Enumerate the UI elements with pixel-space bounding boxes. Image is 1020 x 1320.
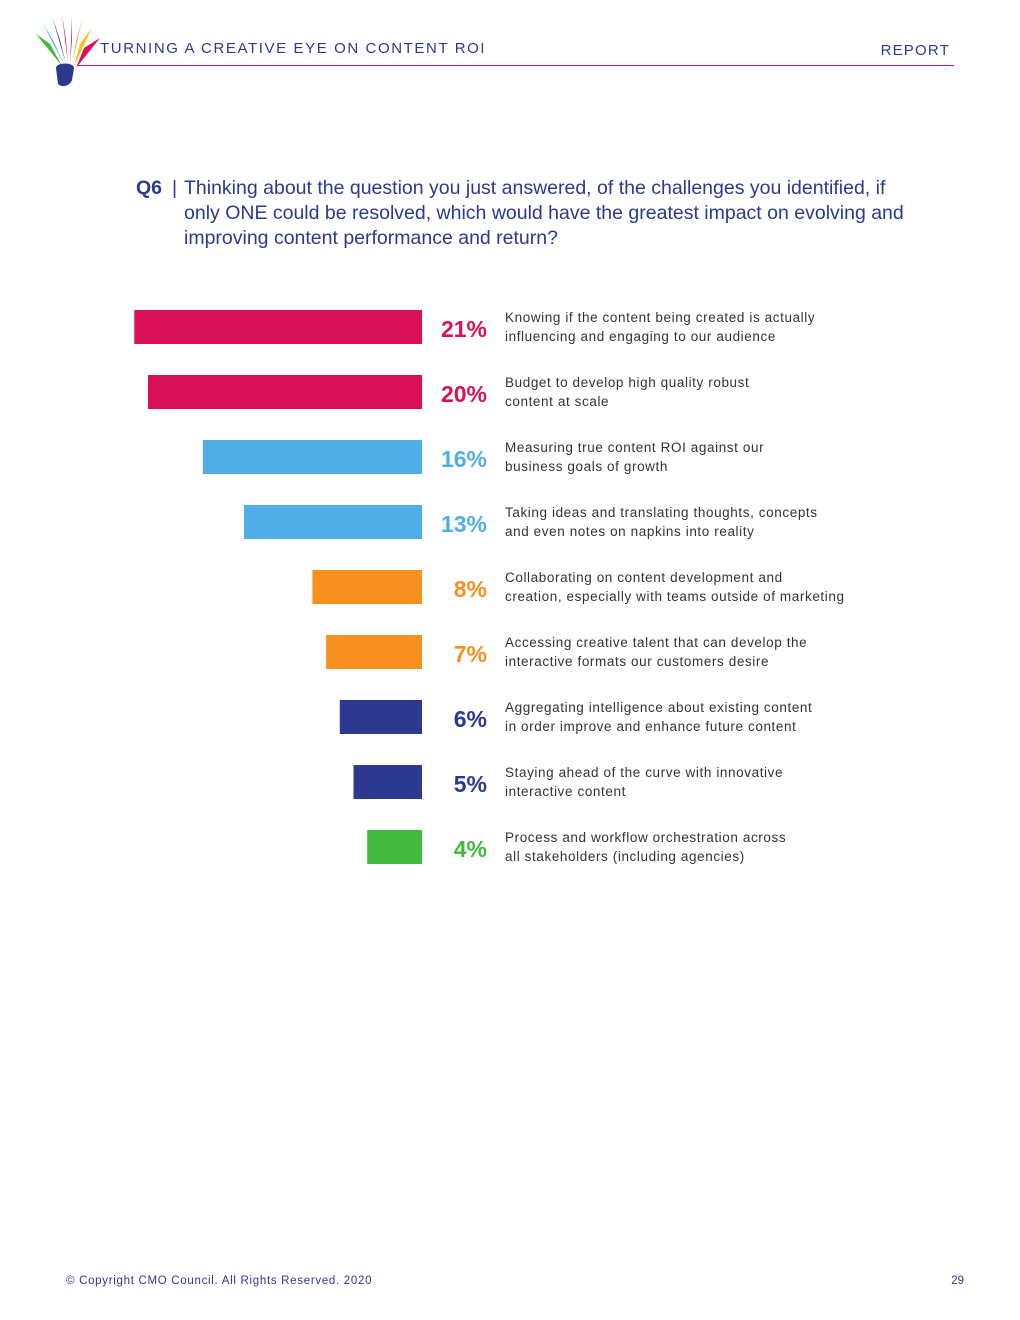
bar-category-label-3: Taking ideas and translating thoughts, c…	[505, 504, 905, 541]
bar-category-label-4: Collaborating on content development and…	[505, 569, 905, 606]
bar-category-line: Process and workflow orchestration acros…	[505, 830, 787, 845]
bar-value-label-3: 13%	[441, 511, 487, 537]
bar-8	[367, 830, 422, 864]
bar-category-line: in order improve and enhance future cont…	[505, 718, 797, 734]
bar-5	[326, 635, 422, 669]
bar-category-line: interactive content	[505, 783, 626, 799]
header-divider	[78, 65, 954, 66]
bar-value-label-0: 21%	[441, 316, 487, 342]
bar-category-line: Measuring true content ROI against our	[505, 440, 765, 455]
bar-chart: 21% 20% 16% 13% 8% 7% 6% 5% 4%	[134, 310, 487, 864]
page-number: 29	[951, 1275, 964, 1287]
bar-category-line: Taking ideas and translating thoughts, c…	[505, 505, 818, 520]
bar-category-line: Knowing if the content being created is …	[505, 310, 816, 325]
bar-category-label-1: Budget to develop high quality robust con…	[505, 374, 905, 411]
bar-category-line: Accessing creative talent that can devel…	[505, 635, 808, 650]
bar-category-line: Collaborating on content development and	[505, 570, 783, 585]
bar-category-line: interactive formats our customers desire	[505, 653, 770, 669]
bar-category-line: business goals of growth	[505, 458, 668, 474]
bar-6	[339, 700, 422, 734]
bar-category-line: Budget to develop high quality robust	[505, 375, 750, 390]
bar-category-label-2: Measuring true content ROI against our bu…	[505, 439, 905, 476]
bar-category-line: all stakeholders (including agencies)	[505, 848, 745, 864]
bar-3	[243, 505, 422, 539]
bar-value-label-7: 5%	[454, 771, 487, 797]
header-title: TURNING A CREATIVE EYE ON CONTENT ROI	[100, 40, 487, 57]
bar-value-label-2: 16%	[441, 446, 487, 472]
question-text: Thinking about the question you just ans…	[184, 177, 904, 249]
header-section-label: REPORT	[880, 42, 950, 59]
bar-category-line: Aggregating intelligence about existing …	[505, 700, 813, 715]
bar-value-label-1: 20%	[441, 381, 487, 407]
bar-category-line: influencing and engaging to our audience	[505, 328, 776, 344]
bar-category-line: Staying ahead of the curve with innovati…	[505, 765, 784, 780]
bar-category-label-8: Process and workflow orchestration acros…	[505, 829, 905, 866]
cmo-council-fan-logo-icon	[36, 14, 100, 87]
bar-category-line: creation, especially with teams outside …	[505, 588, 845, 604]
bar-1	[148, 375, 422, 409]
bar-value-label-4: 8%	[454, 576, 487, 602]
bar-category-label-5: Accessing creative talent that can devel…	[505, 634, 905, 671]
bar-value-label-6: 6%	[454, 706, 487, 732]
bar-2	[202, 440, 422, 474]
footer-copyright: © Copyright CMO Council. All Rights Rese…	[66, 1275, 373, 1287]
bar-0	[134, 310, 423, 344]
bar-category-label-0: Knowing if the content being created is …	[505, 309, 905, 346]
question-separator: |	[172, 177, 178, 199]
bar-category-label-7: Staying ahead of the curve with innovati…	[505, 764, 905, 801]
bar-7	[353, 765, 422, 799]
question-number: Q6	[136, 177, 163, 199]
bar-value-label-5: 7%	[454, 641, 487, 667]
bar-4	[312, 570, 422, 604]
bar-category-line: and even notes on napkins into reality	[505, 523, 755, 539]
bar-value-label-8: 4%	[454, 836, 487, 862]
bar-category-label-6: Aggregating intelligence about existing …	[505, 699, 905, 736]
bar-category-line: content at scale	[505, 393, 610, 409]
